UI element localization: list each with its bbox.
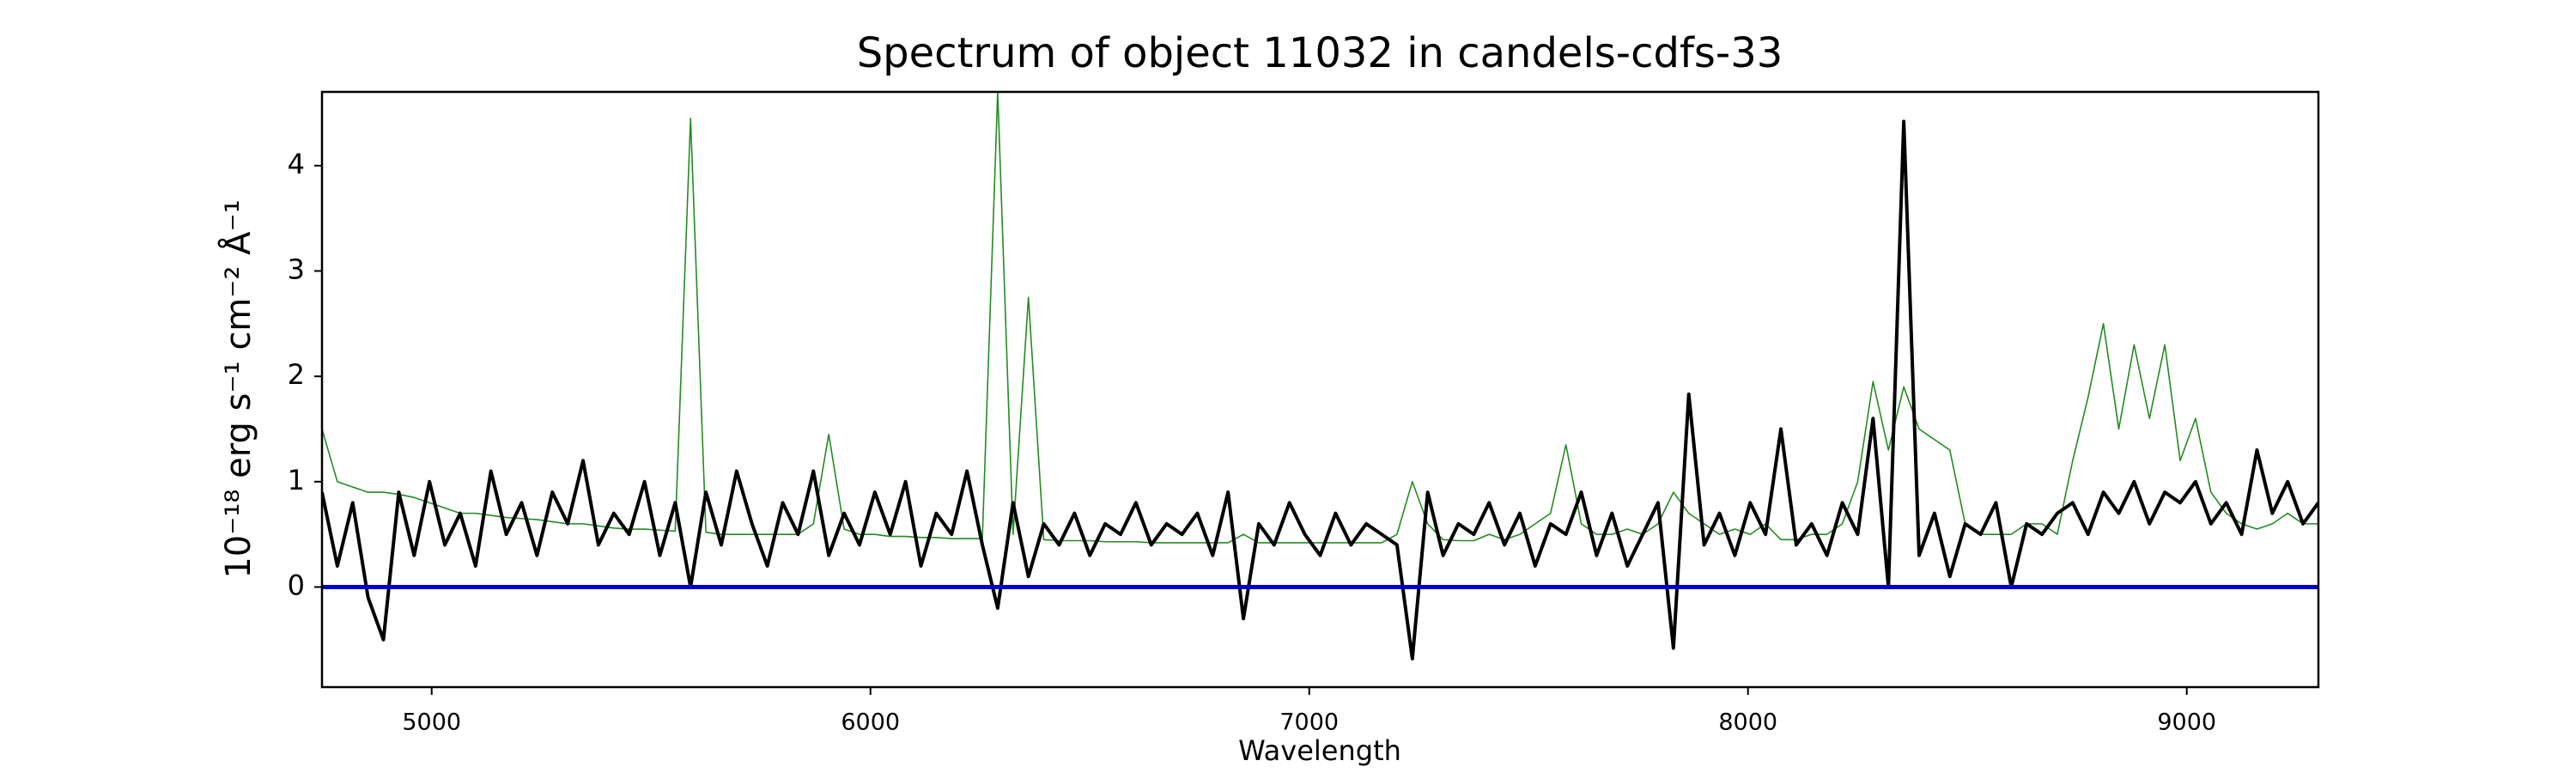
- x-tick-label: 8000: [1718, 709, 1777, 736]
- chart-title: Spectrum of object 11032 in candels-cdfs…: [857, 29, 1783, 77]
- axes-frame: [320, 90, 2320, 689]
- y-axis-label: 10⁻¹⁸ erg s⁻¹ cm⁻² Å⁻¹: [217, 199, 258, 578]
- y-tick-label: 1: [288, 464, 305, 496]
- x-tick-label: 5000: [402, 709, 461, 736]
- plot-area: [322, 92, 2318, 660]
- spectrum-line: [322, 119, 2318, 660]
- x-tick-label: 6000: [841, 709, 900, 736]
- x-tick-label: 9000: [2157, 709, 2216, 736]
- y-tick-label: 4: [288, 148, 305, 180]
- y-tick-label: 0: [288, 569, 305, 601]
- y-tick-label: 3: [288, 253, 305, 286]
- x-tick-label: 7000: [1279, 709, 1339, 736]
- x-axis-label: Wavelength: [1238, 734, 1401, 767]
- y-tick-label: 2: [288, 358, 305, 391]
